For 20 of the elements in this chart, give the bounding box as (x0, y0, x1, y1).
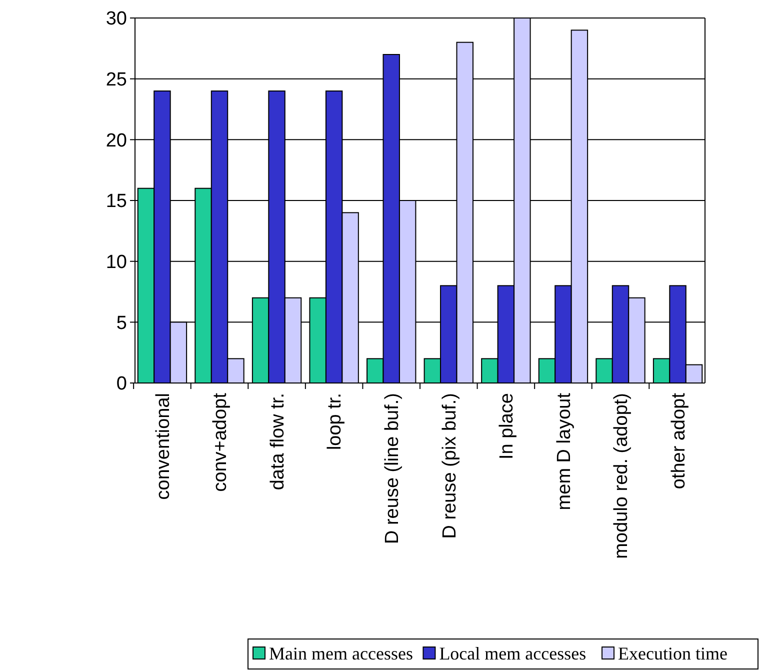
x-tick-label: D reuse (line buf.) (382, 393, 404, 544)
x-tick-label: data flow tr. (267, 393, 288, 490)
y-tick-label: 0 (116, 374, 127, 395)
y-tick-label: 30 (106, 8, 127, 30)
x-tick-label: D reuse (pix buf.) (439, 393, 460, 539)
x-tick-label: modulo red. (adopt) (611, 393, 632, 559)
legend-label: Execution time (618, 643, 728, 664)
y-tick-label: 20 (106, 130, 127, 152)
y-tick-label: 25 (106, 69, 127, 90)
y-tick-label: 15 (106, 191, 127, 212)
legend-label: Main mem accesses (269, 643, 413, 664)
x-tick-label: conventional (152, 393, 174, 500)
legend-label: Local mem accesses (439, 643, 586, 664)
x-tick-label: mem D layout (554, 392, 575, 510)
x-tick-label: other adopt (668, 392, 690, 490)
x-tick-label: conv+adopt (210, 392, 232, 492)
y-tick-label: 5 (116, 312, 127, 334)
x-tick-label: loop tr. (324, 393, 346, 450)
x-tick-label: In place (496, 393, 518, 460)
y-tick-label: 10 (106, 252, 127, 273)
